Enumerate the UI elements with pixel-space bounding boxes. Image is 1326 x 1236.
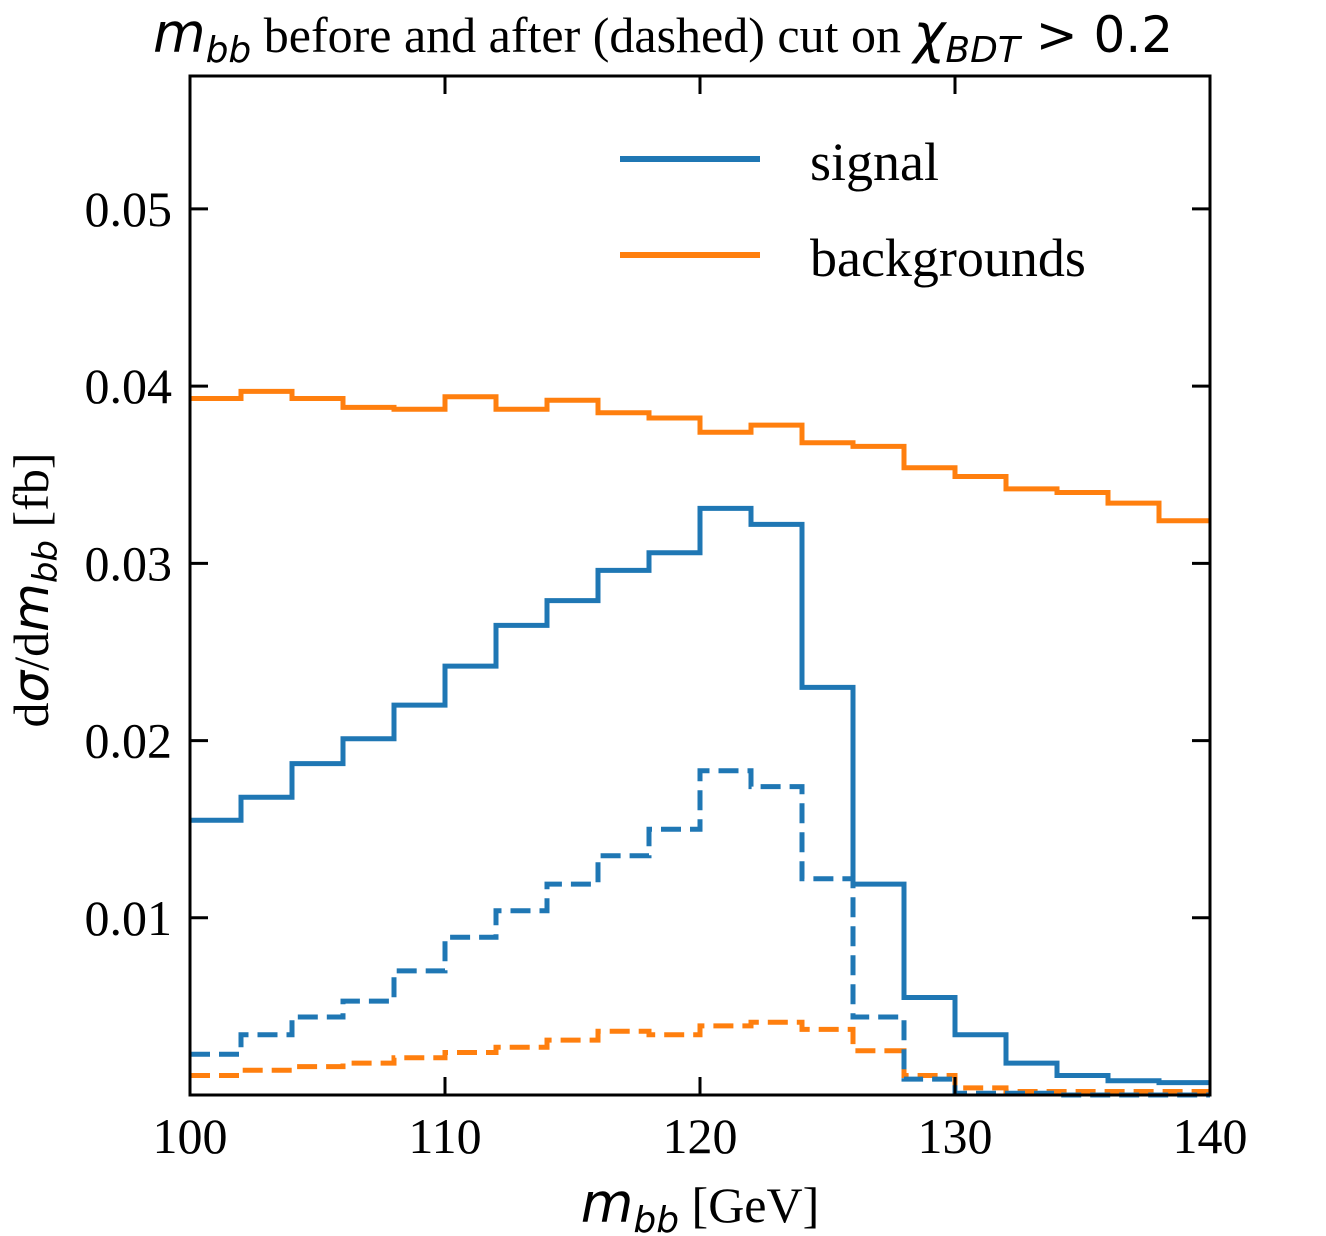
ylabel-var: m [2,583,60,632]
ylabel-sub: bb [26,540,66,583]
ylabel-slash: /d [3,632,59,671]
series-signal-after-cut [190,768,1210,1098]
x-axis-label: mbb [GeV] [581,1172,820,1236]
y-tick-label-2: 0.03 [85,535,173,591]
legend-signal-label: signal [810,132,939,192]
series-backgrounds-after-cut [190,1019,1210,1094]
legend: signal backgrounds [620,132,1086,288]
x-tick-label-120: 120 [663,1108,738,1164]
x-tick-label-110: 110 [408,1108,481,1164]
x-tick-label-100: 100 [153,1108,228,1164]
ylabel-unit: [fb] [3,453,59,540]
title-var-sub: bb [206,30,252,71]
y-axis-label: dσ/dmbb [fb] [2,453,66,728]
ylabel-sigma: σ [2,669,60,702]
y-tick-label-0: 0.01 [85,890,173,946]
legend-backgrounds-label: backgrounds [810,228,1086,288]
xlabel-var: m [581,1172,634,1235]
y-tick-label-4: 0.05 [85,181,173,237]
ticks-layer: 100 110 120 130 140 0.01 0.02 0.03 0.04 0.05 [85,76,1248,1164]
title-chi-sub: BDT [945,30,1022,71]
ylabel-d: d [3,702,59,727]
series-signal [190,505,1210,1086]
y-tick-label-1: 0.02 [85,713,173,769]
series-backgrounds [190,388,1210,524]
y-tick-label-3: 0.04 [85,358,173,414]
x-tick-label-130: 130 [918,1108,993,1164]
x-tick-label-140: 140 [1173,1108,1248,1164]
chart-title: mbb before and after (dashed) cut on χBD… [153,2,1173,71]
title-chi: χ [910,2,947,65]
xlabel-sub: bb [633,1200,679,1236]
xlabel-unit: [GeV] [679,1177,819,1233]
series-layer [190,388,1210,1098]
title-var: m [153,2,206,65]
plot-frame [188,74,1212,1097]
title-text: before and after (dashed) cut on [251,7,913,63]
title-suffix: > 0.2 [1020,6,1173,64]
